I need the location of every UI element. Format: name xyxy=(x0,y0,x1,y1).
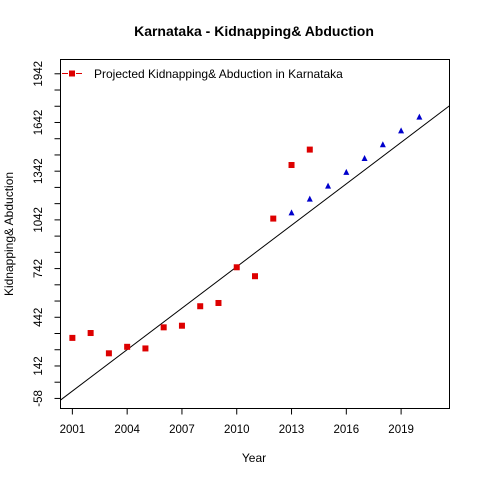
x-tick-label: 2001 xyxy=(60,424,86,436)
x-tick-label: 2013 xyxy=(279,424,305,436)
legend-label: Projected Kidnapping& Abduction in Karna… xyxy=(94,67,343,81)
data-point-projected xyxy=(288,209,295,216)
legend: Projected Kidnapping& Abduction in Karna… xyxy=(62,67,343,81)
chart-title: Karnataka - Kidnapping& Abduction xyxy=(134,23,374,39)
data-point-projected xyxy=(306,195,313,202)
x-axis-label: Year xyxy=(242,451,266,465)
data-point-observed xyxy=(233,264,240,271)
x-tick-label: 2010 xyxy=(224,424,250,436)
x-axis: 2001 2004 2007 2010 2013 2016 2019 xyxy=(60,408,414,436)
data-point-projected xyxy=(325,182,332,189)
data-point-observed xyxy=(270,215,277,222)
y-tick-label: 1642 xyxy=(33,110,45,136)
data-point-projected xyxy=(343,168,350,175)
y-tick-label: 742 xyxy=(33,259,45,278)
data-point-projected xyxy=(379,141,386,148)
x-tick-label: 2016 xyxy=(334,424,360,436)
data-point-observed xyxy=(252,273,258,280)
plot-box xyxy=(60,59,450,409)
y-tick-label: 142 xyxy=(33,356,45,375)
data-point-projected xyxy=(361,155,368,162)
data-point-observed xyxy=(288,162,295,169)
y-tick-label: 1042 xyxy=(33,207,45,233)
trend-layer xyxy=(60,105,450,401)
data-point-observed xyxy=(87,330,94,337)
x-tick-label: 2019 xyxy=(388,424,414,436)
data-point-observed xyxy=(105,350,112,357)
legend-marker xyxy=(69,70,75,77)
plot-area xyxy=(60,59,450,409)
y-tick-label: 1342 xyxy=(33,158,45,184)
data-point-observed xyxy=(215,299,222,306)
data-point-observed xyxy=(142,345,149,352)
points-layer xyxy=(69,113,423,357)
data-point-observed xyxy=(69,334,76,341)
data-point-observed xyxy=(306,146,313,153)
y-axis-label: Kidnapping& Abduction xyxy=(2,172,16,296)
data-point-observed xyxy=(124,343,131,350)
data-point-projected xyxy=(398,127,405,134)
data-point-observed xyxy=(197,303,204,310)
y-tick-label: 1942 xyxy=(33,61,45,87)
x-tick-label: 2004 xyxy=(114,424,140,436)
data-point-observed xyxy=(178,322,185,329)
data-point-observed xyxy=(160,324,167,331)
y-tick-label: -58 xyxy=(33,390,45,407)
y-tick-label: 442 xyxy=(33,308,45,327)
y-axis: -58 142 442 742 1042 1342 1642 1942 xyxy=(33,61,61,407)
data-point-projected xyxy=(416,113,423,120)
x-tick-label: 2007 xyxy=(169,424,195,436)
trend-line xyxy=(60,105,450,401)
